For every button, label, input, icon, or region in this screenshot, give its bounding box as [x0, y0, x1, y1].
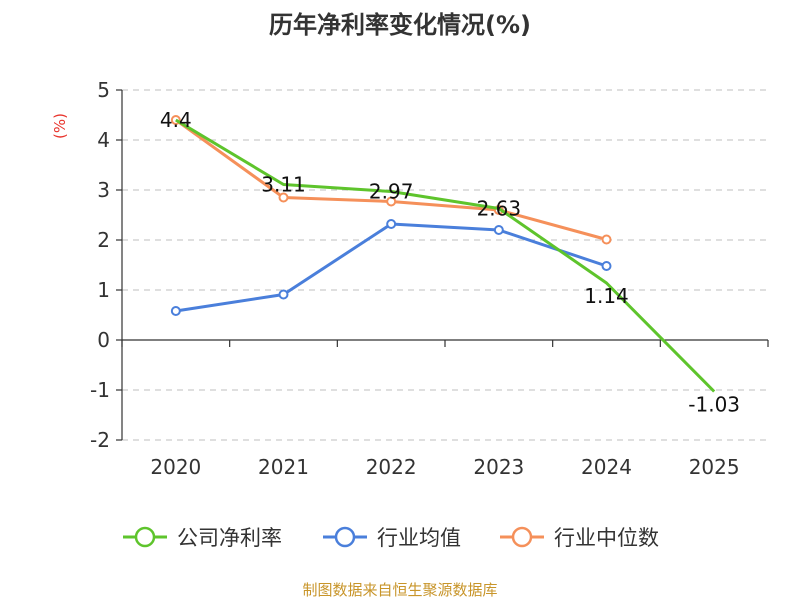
x-tick-label: 2022 — [366, 455, 417, 479]
axes: 5 4 3 2 1 0 -1 -2 2020 2021 2022 2023 2024 2025 — [90, 78, 769, 479]
data-label: 3.11 — [261, 173, 306, 197]
y-tick-label: 3 — [97, 178, 110, 202]
series-point — [278, 192, 289, 203]
series-point — [601, 261, 612, 271]
data-source-footer: 制图数据来自恒生聚源数据库 — [302, 581, 497, 599]
y-tick-label: -2 — [90, 428, 110, 452]
legend-item[interactable]: 行业均值 — [323, 526, 461, 550]
legend-marker — [511, 526, 533, 548]
chart-title: 历年净利率变化情况(%) — [269, 11, 531, 39]
series-lines — [170, 115, 716, 393]
data-label: 1.14 — [584, 284, 629, 308]
legend-label: 公司净利率 — [177, 526, 282, 550]
y-tick-label: 1 — [97, 278, 110, 302]
y-tick-label: 4 — [97, 128, 110, 152]
y-tick-label: 2 — [97, 228, 110, 252]
x-tick-label: 2021 — [258, 455, 309, 479]
series-point — [386, 196, 397, 207]
data-labels: 4.4 3.11 2.97 2.63 1.14 -1.03 — [160, 108, 740, 417]
legend-label: 行业均值 — [377, 526, 461, 550]
grid-lines — [122, 89, 768, 441]
y-tick-label: -1 — [90, 378, 110, 402]
series-point — [386, 219, 397, 229]
legend-item[interactable]: 公司净利率 — [123, 526, 282, 550]
y-tick-label: 0 — [97, 328, 110, 352]
legend-label: 行业中位数 — [554, 526, 659, 550]
series-point — [278, 289, 289, 300]
series-line-0 — [175, 118, 716, 393]
x-tick-label: 2024 — [581, 455, 632, 479]
data-label: 4.4 — [160, 108, 192, 132]
series-point — [601, 234, 612, 245]
legend-item[interactable]: 行业中位数 — [500, 526, 659, 550]
x-tick-label: 2020 — [150, 455, 201, 479]
y-axis-unit-label: (%) — [51, 113, 69, 139]
legend-marker — [334, 526, 356, 548]
series-point — [170, 306, 181, 316]
series-point — [493, 225, 504, 235]
data-label: 2.63 — [477, 197, 522, 221]
data-label: 2.97 — [369, 180, 414, 204]
y-tick-label: 5 — [97, 78, 110, 102]
x-tick-label: 2025 — [689, 455, 740, 479]
data-label: -1.03 — [688, 393, 740, 417]
legend[interactable]: 公司净利率 行业均值 行业中位数 — [123, 526, 659, 550]
x-tick-label: 2023 — [473, 455, 524, 479]
legend-marker — [134, 526, 156, 548]
